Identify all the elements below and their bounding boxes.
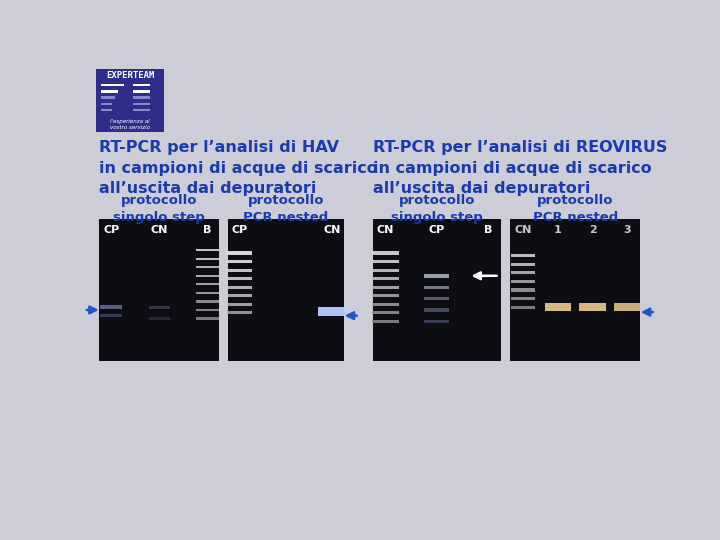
Bar bbox=[133, 90, 150, 92]
Bar bbox=[148, 318, 170, 320]
Bar bbox=[228, 219, 344, 361]
Bar bbox=[101, 109, 112, 111]
Bar bbox=[101, 103, 112, 105]
Bar bbox=[511, 297, 535, 300]
Bar bbox=[148, 306, 170, 309]
Text: CN: CN bbox=[150, 225, 168, 234]
Text: CP: CP bbox=[103, 225, 120, 234]
Bar bbox=[424, 286, 449, 289]
Text: l'esperienza al
vostro servizio: l'esperienza al vostro servizio bbox=[110, 119, 150, 130]
Text: 3: 3 bbox=[624, 225, 631, 234]
Text: protocollo
singolo step: protocollo singolo step bbox=[114, 194, 205, 224]
Bar bbox=[228, 311, 252, 314]
Bar bbox=[372, 294, 399, 297]
Bar bbox=[99, 219, 220, 361]
Bar bbox=[133, 96, 150, 99]
Bar bbox=[424, 308, 449, 312]
Bar bbox=[373, 219, 500, 361]
Bar bbox=[196, 258, 219, 260]
Bar bbox=[101, 314, 122, 317]
Bar bbox=[372, 303, 399, 306]
Bar bbox=[614, 303, 640, 311]
Bar bbox=[133, 103, 150, 105]
Bar bbox=[228, 286, 252, 289]
Text: protocollo
PCR nested: protocollo PCR nested bbox=[243, 194, 329, 224]
Bar bbox=[580, 303, 606, 311]
Bar bbox=[133, 109, 150, 111]
Bar bbox=[228, 268, 252, 272]
Bar bbox=[101, 96, 114, 99]
Bar bbox=[196, 275, 219, 277]
Bar bbox=[228, 252, 252, 254]
Bar bbox=[101, 90, 118, 92]
Bar bbox=[372, 260, 399, 263]
Bar bbox=[424, 274, 449, 278]
Text: 2: 2 bbox=[589, 225, 596, 234]
Bar bbox=[372, 252, 399, 254]
Text: CP: CP bbox=[428, 225, 445, 234]
Bar bbox=[228, 303, 252, 306]
Bar bbox=[544, 303, 571, 311]
Bar bbox=[511, 263, 535, 266]
Bar bbox=[101, 305, 122, 309]
Text: B: B bbox=[203, 225, 212, 234]
Text: CP: CP bbox=[231, 225, 248, 234]
Bar bbox=[372, 320, 399, 323]
Text: B: B bbox=[484, 225, 492, 234]
Bar bbox=[372, 268, 399, 272]
Bar bbox=[228, 260, 252, 263]
Bar bbox=[96, 69, 164, 132]
Bar bbox=[196, 266, 219, 268]
Text: protocollo
singolo step: protocollo singolo step bbox=[391, 194, 482, 224]
Bar bbox=[511, 272, 535, 274]
Bar bbox=[424, 297, 449, 300]
Bar bbox=[196, 300, 219, 302]
Bar bbox=[424, 320, 449, 323]
Bar bbox=[372, 311, 399, 314]
Bar bbox=[511, 306, 535, 309]
Bar bbox=[228, 294, 252, 297]
Bar bbox=[372, 286, 399, 289]
Bar bbox=[511, 254, 535, 258]
Text: RT-PCR per l’analisi di HAV
in campioni di acque di scarico
all’uscita dai depur: RT-PCR per l’analisi di HAV in campioni … bbox=[99, 140, 378, 196]
Bar bbox=[510, 219, 640, 361]
Bar bbox=[101, 84, 124, 86]
Bar bbox=[511, 280, 535, 283]
Bar bbox=[196, 309, 219, 311]
Bar bbox=[133, 84, 150, 86]
Text: CN: CN bbox=[324, 225, 341, 234]
Bar bbox=[228, 277, 252, 280]
Bar bbox=[196, 283, 219, 286]
Text: EXPERTEAM: EXPERTEAM bbox=[106, 71, 155, 80]
Bar bbox=[511, 288, 535, 292]
Bar bbox=[196, 249, 219, 251]
Bar bbox=[196, 318, 219, 320]
Bar bbox=[196, 292, 219, 294]
Text: RT-PCR per l’analisi di REOVIRUS
in campioni di acque di scarico
all’uscita dai : RT-PCR per l’analisi di REOVIRUS in camp… bbox=[373, 140, 667, 196]
Bar bbox=[372, 277, 399, 280]
Bar bbox=[318, 307, 347, 316]
Text: 1: 1 bbox=[554, 225, 562, 234]
Text: protocollo
PCR nested: protocollo PCR nested bbox=[533, 194, 618, 224]
Text: CN: CN bbox=[514, 225, 532, 234]
Text: CN: CN bbox=[377, 225, 395, 234]
